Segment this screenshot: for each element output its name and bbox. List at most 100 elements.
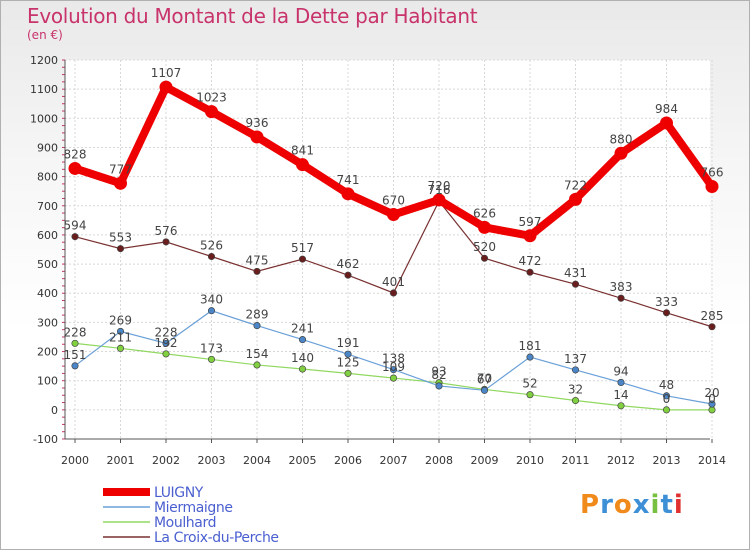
data-label: 285 [701, 309, 724, 323]
data-label: 340 [200, 293, 223, 307]
data-point [253, 361, 261, 369]
data-label: 841 [291, 144, 314, 158]
data-point [387, 208, 400, 222]
logo-letter: o [613, 490, 633, 520]
grid [65, 59, 713, 440]
data-point [480, 254, 489, 262]
data-point [480, 386, 489, 394]
x-tick-label: 2013 [653, 454, 681, 467]
data-point [207, 355, 216, 363]
data-point [660, 116, 673, 130]
data-label: 173 [200, 341, 223, 355]
data-point [432, 193, 446, 207]
data-label: 154 [246, 347, 269, 361]
data-point [114, 176, 127, 190]
data-point [159, 80, 173, 94]
data-point [71, 362, 79, 370]
data-point [708, 323, 716, 331]
x-tick-label: 2011 [562, 454, 590, 467]
y-tick-label: 1200 [30, 54, 58, 67]
data-point [526, 391, 534, 399]
data-point [526, 268, 534, 276]
data-point [344, 271, 352, 279]
data-label: 137 [564, 352, 587, 366]
data-label: 472 [519, 254, 542, 268]
data-label: 1107 [151, 66, 182, 80]
logo-letter: r [600, 490, 614, 520]
data-point [116, 245, 125, 253]
data-point [526, 353, 534, 361]
chart-subtitle: (en €) [27, 28, 63, 42]
data-point [389, 366, 398, 374]
x-tick-label: 2002 [152, 454, 180, 467]
y-tick-label: 200 [37, 346, 58, 359]
legend-label: Miermaigne [154, 500, 233, 516]
y-tick-label: -100 [33, 433, 58, 446]
data-label: 191 [337, 336, 360, 350]
data-label: 520 [473, 240, 496, 254]
data-point [71, 339, 79, 347]
data-point [617, 378, 625, 386]
data-point [569, 192, 582, 206]
data-label: 289 [246, 308, 269, 322]
data-label: 94 [613, 364, 628, 378]
data-label: 720 [428, 179, 451, 193]
x-tick-label: 2004 [243, 454, 271, 467]
data-point [205, 105, 218, 119]
data-label: 462 [337, 257, 360, 271]
data-label: 828 [64, 147, 87, 161]
data-label: 32 [568, 383, 583, 397]
data-label: 777 [109, 162, 132, 176]
data-label: 626 [473, 206, 496, 220]
data-label: 984 [655, 102, 678, 116]
data-label: 125 [337, 355, 360, 369]
data-label: 553 [109, 231, 132, 245]
data-point [617, 402, 625, 410]
data-label: 228 [155, 325, 178, 339]
y-tick-label: 900 [37, 141, 58, 154]
data-point [162, 238, 170, 246]
data-label: 333 [655, 295, 678, 309]
data-label: 401 [382, 275, 405, 289]
data-point [435, 382, 443, 390]
x-tick-label: 2007 [380, 454, 408, 467]
data-label: 670 [382, 194, 405, 208]
data-label: 383 [610, 280, 633, 294]
data-label: 241 [291, 322, 314, 336]
data-label: 526 [200, 238, 223, 252]
chart-title: Evolution du Montant de la Dette par Hab… [27, 4, 478, 28]
data-label: 716 [428, 183, 451, 197]
data-point [298, 365, 307, 373]
data-label: 93 [431, 365, 446, 379]
data-point [571, 280, 580, 288]
data-label: 517 [291, 241, 314, 255]
data-point [71, 233, 79, 241]
x-tick-label: 2014 [698, 454, 726, 467]
plot-area [65, 60, 710, 439]
y-tick-label: 300 [37, 316, 58, 329]
data-point [253, 267, 261, 275]
data-point [162, 350, 170, 358]
data-point [68, 161, 82, 175]
y-tick-label: 100 [37, 375, 58, 388]
proxiti-logo: Proxiti [580, 490, 684, 520]
data-label: 211 [109, 330, 132, 344]
data-point [344, 369, 352, 377]
data-point [253, 322, 261, 330]
x-tick-label: 2009 [471, 454, 499, 467]
axes: -100010020030040050060070080090010001100… [30, 54, 726, 467]
data-label: 576 [155, 224, 178, 238]
data-point [207, 307, 216, 315]
data-point [250, 130, 264, 144]
x-tick-label: 2012 [607, 454, 635, 467]
data-label: 597 [519, 215, 542, 229]
data-point [389, 289, 398, 297]
data-label: 594 [64, 219, 87, 233]
y-tick-label: 700 [37, 200, 58, 213]
y-tick-label: 600 [37, 229, 58, 242]
data-point [705, 180, 719, 194]
data-point [162, 339, 170, 347]
data-label: 48 [659, 378, 674, 392]
